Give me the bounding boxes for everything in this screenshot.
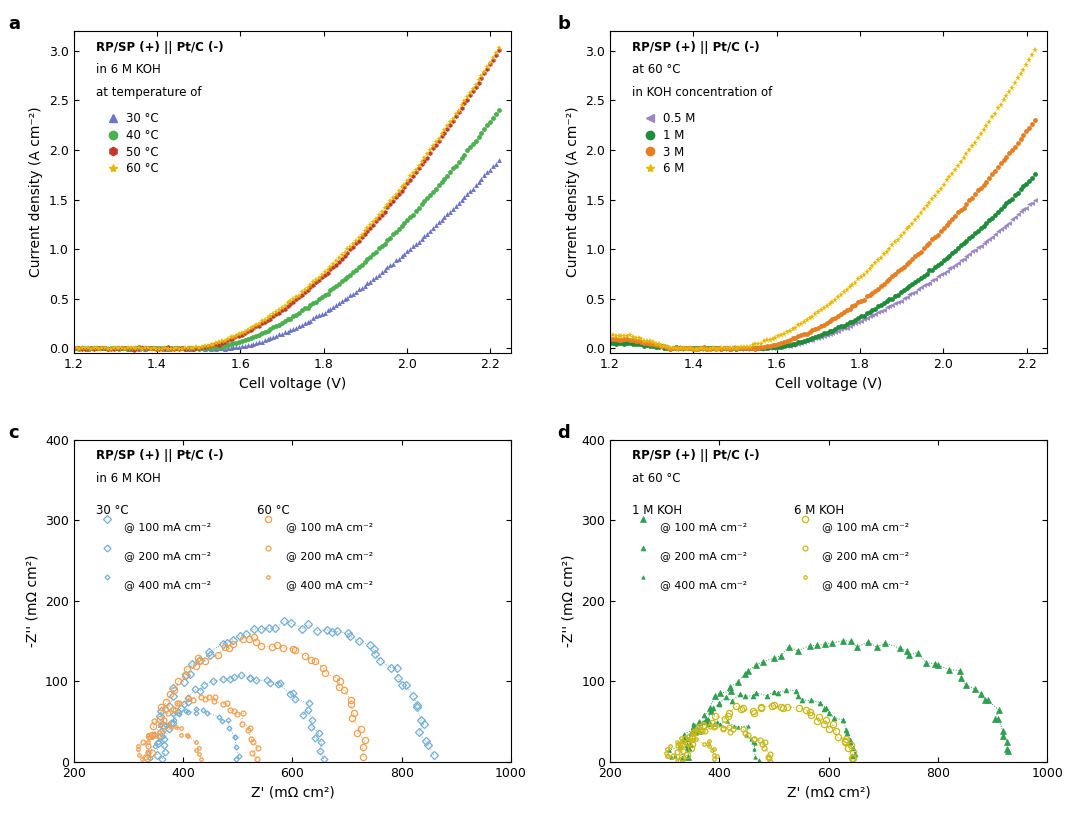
Text: at 60 °C: at 60 °C (632, 472, 680, 485)
Y-axis label: -Z'' (mΩ cm²): -Z'' (mΩ cm²) (562, 555, 576, 647)
Text: @ 100 mA cm⁻²: @ 100 mA cm⁻² (286, 521, 373, 532)
Text: in KOH concentration of: in KOH concentration of (632, 86, 772, 99)
Text: RP/SP (+) || Pt/C (-): RP/SP (+) || Pt/C (-) (632, 450, 759, 463)
Y-axis label: Current density (A cm⁻²): Current density (A cm⁻²) (29, 107, 43, 277)
Legend: 0.5 M, 1 M, 3 M, 6 M: 0.5 M, 1 M, 3 M, 6 M (638, 108, 700, 180)
Text: at temperature of: at temperature of (96, 86, 201, 99)
Text: c: c (9, 424, 18, 441)
Text: RP/SP (+) || Pt/C (-): RP/SP (+) || Pt/C (-) (96, 450, 224, 463)
Text: 1 M KOH: 1 M KOH (632, 504, 683, 517)
Text: RP/SP (+) || Pt/C (-): RP/SP (+) || Pt/C (-) (96, 41, 224, 54)
Text: @ 400 mA cm⁻²: @ 400 mA cm⁻² (286, 580, 373, 590)
Text: 30 °C: 30 °C (96, 504, 129, 517)
Text: @ 400 mA cm⁻²: @ 400 mA cm⁻² (124, 580, 212, 590)
Text: @ 200 mA cm⁻²: @ 200 mA cm⁻² (124, 551, 212, 561)
Text: d: d (557, 424, 570, 441)
Text: @ 400 mA cm⁻²: @ 400 mA cm⁻² (822, 580, 909, 590)
Text: at 60 °C: at 60 °C (632, 63, 680, 76)
Legend: 30 °C, 40 °C, 50 °C, 60 °C: 30 °C, 40 °C, 50 °C, 60 °C (102, 108, 164, 180)
X-axis label: Z' (mΩ cm²): Z' (mΩ cm²) (251, 785, 335, 800)
Text: in 6 M KOH: in 6 M KOH (96, 472, 160, 485)
Text: RP/SP (+) || Pt/C (-): RP/SP (+) || Pt/C (-) (632, 41, 759, 54)
X-axis label: Cell voltage (V): Cell voltage (V) (775, 377, 882, 391)
Text: @ 100 mA cm⁻²: @ 100 mA cm⁻² (822, 521, 909, 532)
Text: @ 100 mA cm⁻²: @ 100 mA cm⁻² (124, 521, 212, 532)
Text: 60 °C: 60 °C (257, 504, 291, 517)
Text: @ 200 mA cm⁻²: @ 200 mA cm⁻² (660, 551, 747, 561)
Text: 6 M KOH: 6 M KOH (794, 504, 843, 517)
Y-axis label: -Z'' (mΩ cm²): -Z'' (mΩ cm²) (26, 555, 40, 647)
Text: a: a (9, 15, 21, 33)
Text: in 6 M KOH: in 6 M KOH (96, 63, 160, 76)
Text: @ 200 mA cm⁻²: @ 200 mA cm⁻² (822, 551, 909, 561)
Y-axis label: Current density (A cm⁻²): Current density (A cm⁻²) (566, 107, 580, 277)
Text: @ 100 mA cm⁻²: @ 100 mA cm⁻² (660, 521, 747, 532)
Text: b: b (557, 15, 570, 33)
X-axis label: Cell voltage (V): Cell voltage (V) (239, 377, 346, 391)
X-axis label: Z' (mΩ cm²): Z' (mΩ cm²) (787, 785, 870, 800)
Text: @ 400 mA cm⁻²: @ 400 mA cm⁻² (660, 580, 747, 590)
Text: @ 200 mA cm⁻²: @ 200 mA cm⁻² (286, 551, 373, 561)
